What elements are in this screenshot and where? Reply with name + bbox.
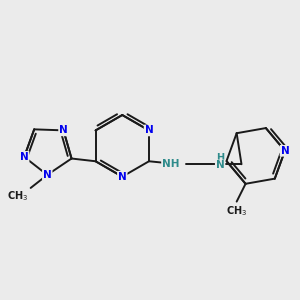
Text: N: N — [216, 160, 224, 170]
Text: CH$_3$: CH$_3$ — [7, 189, 28, 203]
Text: N: N — [118, 172, 127, 182]
Text: CH$_3$: CH$_3$ — [226, 204, 247, 218]
Text: NH: NH — [162, 159, 179, 169]
Text: H: H — [216, 153, 224, 163]
Text: N: N — [280, 146, 289, 156]
Text: N: N — [43, 170, 52, 180]
Text: N: N — [59, 125, 68, 135]
Text: N: N — [145, 125, 153, 135]
Text: N: N — [20, 152, 28, 162]
